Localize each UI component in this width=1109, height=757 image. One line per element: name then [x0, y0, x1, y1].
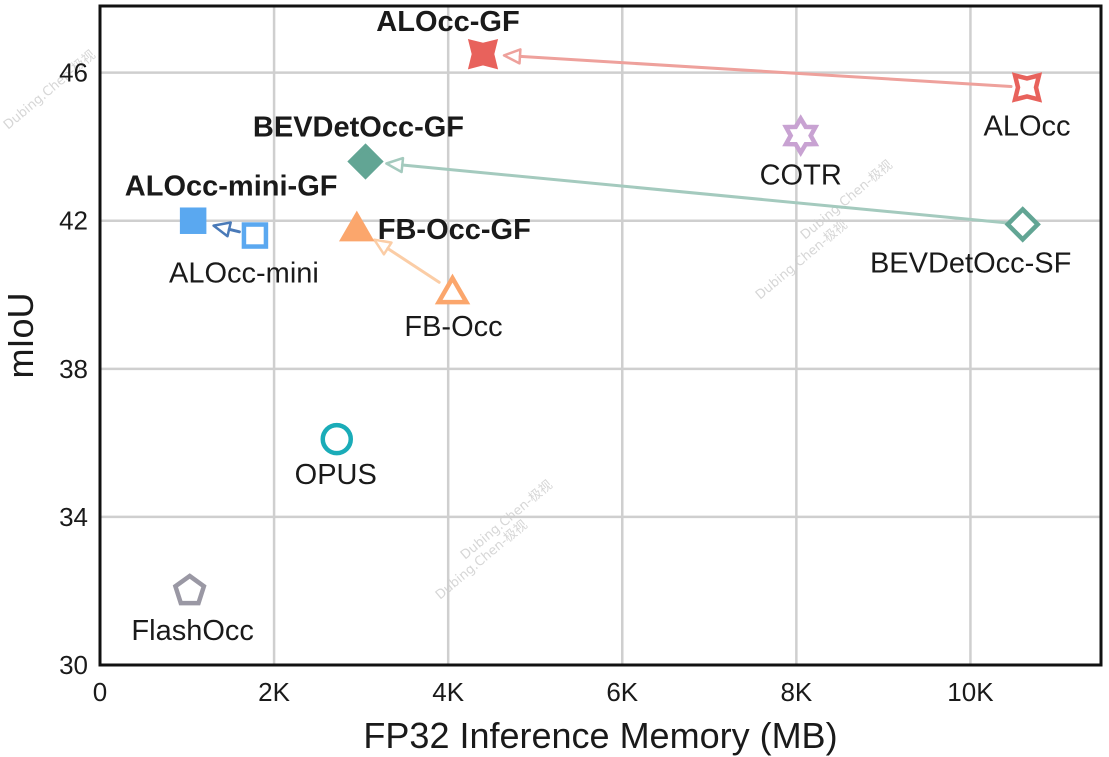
marker-alocc-mini-gf: [179, 207, 207, 234]
y-tick-label: 34: [59, 502, 88, 532]
x-tick-label: 0: [93, 677, 107, 707]
label-fb-occ: FB-Occ: [404, 311, 502, 343]
arrow-alocc-to-alocc-gf: [502, 48, 1013, 88]
x-tick-label: 10K: [947, 677, 994, 707]
arrow-bevdetocc-sf-to-bevdetocc-gf: [385, 156, 1009, 225]
y-axis-ticks: 30 34 38 42 46: [59, 58, 88, 680]
marker-bevdetocc-sf: [1004, 206, 1041, 243]
arrow-fb-occ-to-fb-occ-gf: [373, 238, 441, 284]
x-axis-label: FP32 Inference Memory (MB): [363, 715, 837, 756]
marker-fb-occ: [434, 273, 471, 305]
marker-alocc-gf: [467, 39, 499, 70]
plot-frame: [98, 4, 1103, 667]
improvement-arrows: [212, 48, 1013, 284]
label-alocc: ALOcc: [983, 110, 1070, 142]
x-tick-label: 4K: [432, 677, 464, 707]
label-flashocc: FlashOcc: [131, 615, 253, 647]
x-axis-ticks: 0 2K 4K 6K 8K 10K: [93, 677, 994, 707]
x-tick-label: 8K: [780, 677, 812, 707]
label-opus: OPUS: [295, 459, 377, 491]
marker-alocc-mini: [241, 222, 269, 249]
marker-opus: [320, 422, 354, 456]
label-fb-occ-gf: FB-Occ-GF: [378, 214, 531, 246]
y-tick-label: 30: [59, 650, 88, 680]
marker-bevdetocc-gf: [347, 143, 384, 180]
label-bevdetocc-gf: BEVDetOcc-GF: [253, 111, 464, 143]
x-tick-label: 2K: [258, 677, 290, 707]
marker-flashocc: [172, 573, 207, 606]
marker-fb-occ-gf: [338, 210, 375, 242]
point-labels: ALOcc-GF ALOcc BEVDetOcc-GF BEVDetOcc-SF COT…: [125, 6, 1072, 647]
marker-cotr: [782, 114, 820, 157]
x-tick-label: 6K: [606, 677, 638, 707]
label-bevdetocc-sf: BEVDetOcc-SF: [870, 247, 1071, 279]
y-tick-label: 38: [59, 354, 88, 384]
marker-alocc: [1011, 72, 1043, 103]
label-alocc-mini-gf: ALOcc-mini-GF: [125, 171, 338, 203]
y-tick-label: 46: [59, 58, 88, 88]
y-tick-label: 42: [59, 206, 88, 236]
label-alocc-mini: ALOcc-mini: [169, 258, 319, 290]
label-alocc-gf: ALOcc-GF: [376, 6, 519, 38]
label-cotr: COTR: [760, 160, 842, 192]
arrow-alocc-mini-to-alocc-mini-gf: [212, 221, 241, 238]
grid-lines: [100, 6, 1101, 665]
data-points: [172, 39, 1043, 606]
y-axis-label: mIoU: [0, 292, 41, 378]
